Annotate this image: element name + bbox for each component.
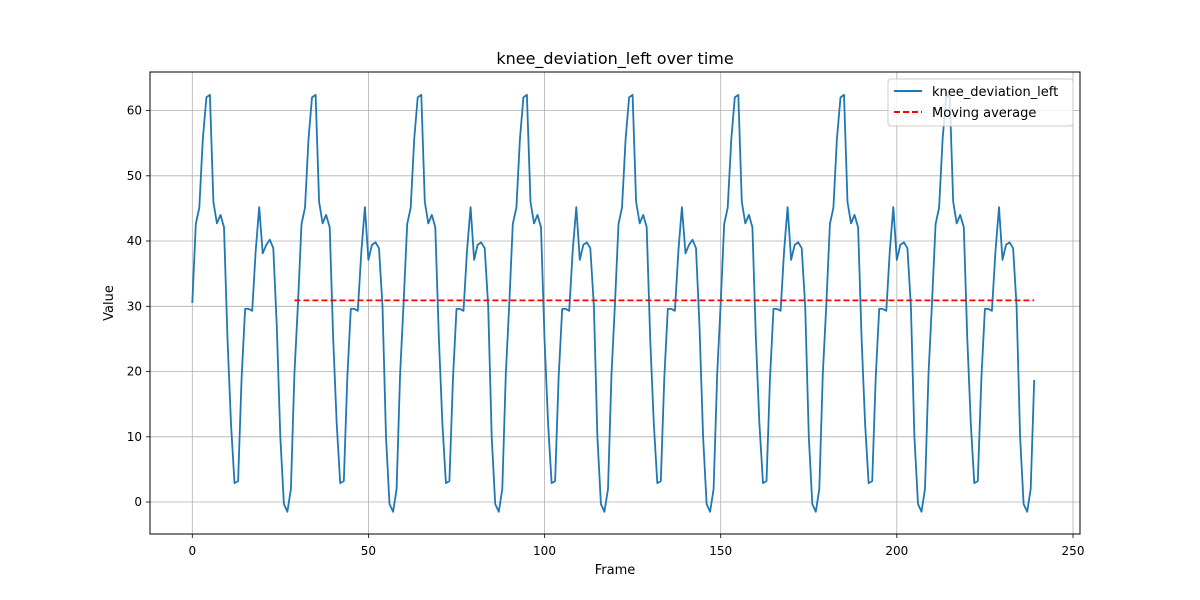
plot-frame — [149, 71, 1081, 535]
legend-label-moving-average: Moving average — [932, 106, 1036, 121]
x-tick-label: 100 — [533, 544, 556, 558]
y-tick-label: 30 — [127, 299, 142, 313]
legend-box — [887, 78, 1074, 127]
x-tick-label: 250 — [1062, 544, 1085, 558]
x-tick-label: 0 — [188, 544, 196, 558]
y-tick-label: 20 — [127, 365, 142, 379]
y-axis-ticks: 0 10 20 30 40 50 60 — [127, 104, 150, 509]
plot-lines — [191, 93, 1036, 513]
series-line-knee-deviation-left — [191, 93, 1036, 513]
x-tick-label: 50 — [361, 544, 376, 558]
chart-title: knee_deviation_left over time — [496, 49, 733, 69]
y-axis-label: Value — [102, 285, 117, 321]
y-tick-label: 40 — [127, 234, 142, 248]
legend-label-knee-deviation-left: knee_deviation_left — [932, 85, 1058, 100]
y-tick-label: 10 — [127, 430, 142, 444]
x-tick-label: 150 — [709, 544, 732, 558]
x-axis-label: Frame — [595, 563, 636, 578]
x-axis-ticks: 0 50 100 150 200 250 — [188, 534, 1084, 558]
y-tick-label: 60 — [127, 104, 142, 118]
y-tick-label: 0 — [134, 495, 142, 509]
y-tick-label: 50 — [127, 169, 142, 183]
x-tick-label: 200 — [885, 544, 908, 558]
legend: knee_deviation_left Moving average — [887, 78, 1074, 127]
